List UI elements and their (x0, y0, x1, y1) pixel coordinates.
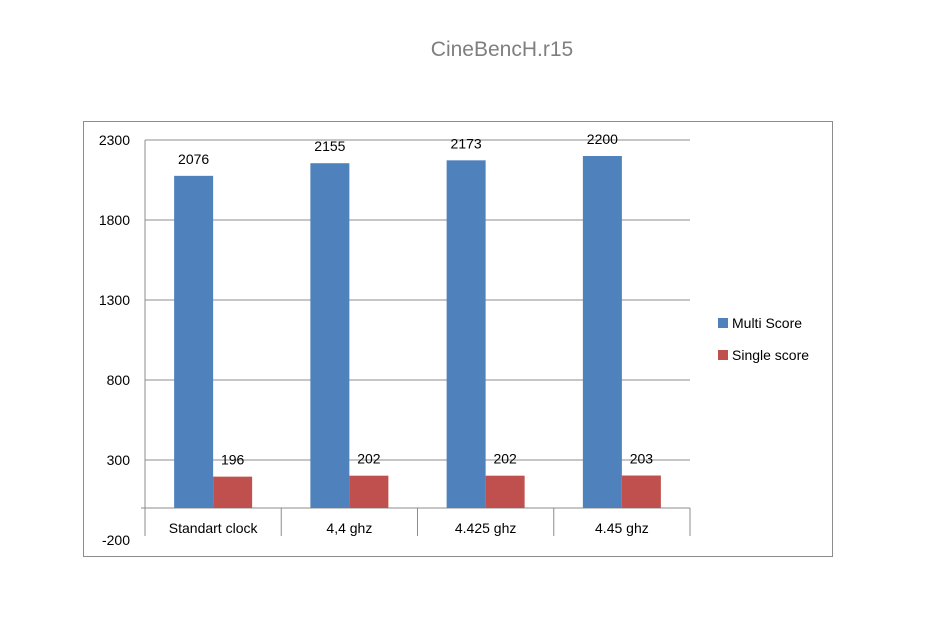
chart-title: CineBencH.r15 (430, 38, 574, 61)
bar (213, 476, 253, 508)
x-tick-label: 4.425 ghz (455, 520, 517, 536)
x-tick-label: 4,4 ghz (326, 520, 372, 536)
bar (349, 475, 389, 508)
legend-swatch (718, 318, 728, 328)
data-label: 203 (630, 451, 654, 467)
bar (485, 475, 525, 508)
x-tick-label: 4.45 ghz (595, 520, 649, 536)
data-label: 202 (493, 451, 517, 467)
bar (174, 175, 214, 508)
data-label: 196 (221, 452, 245, 468)
legend-label: Multi Score (732, 315, 802, 331)
bar (446, 160, 486, 508)
data-label: 2076 (178, 151, 209, 167)
bar (310, 163, 350, 508)
data-label: 2200 (587, 131, 618, 147)
legend-swatch (718, 350, 728, 360)
y-tick-label: 2300 (99, 132, 130, 148)
y-tick-label: 300 (107, 452, 131, 468)
y-tick-label: 1300 (99, 292, 130, 308)
y-tick-label: -200 (102, 532, 130, 548)
data-label: 2173 (451, 135, 482, 151)
y-tick-label: 800 (107, 372, 131, 388)
x-tick-label: Standart clock (169, 520, 259, 536)
data-label: 202 (357, 451, 381, 467)
y-tick-label: 1800 (99, 212, 130, 228)
bar (582, 156, 622, 508)
data-label: 2155 (314, 138, 345, 154)
bar (621, 475, 661, 508)
chart-frame (83, 121, 833, 557)
legend-label: Single score (732, 347, 809, 363)
